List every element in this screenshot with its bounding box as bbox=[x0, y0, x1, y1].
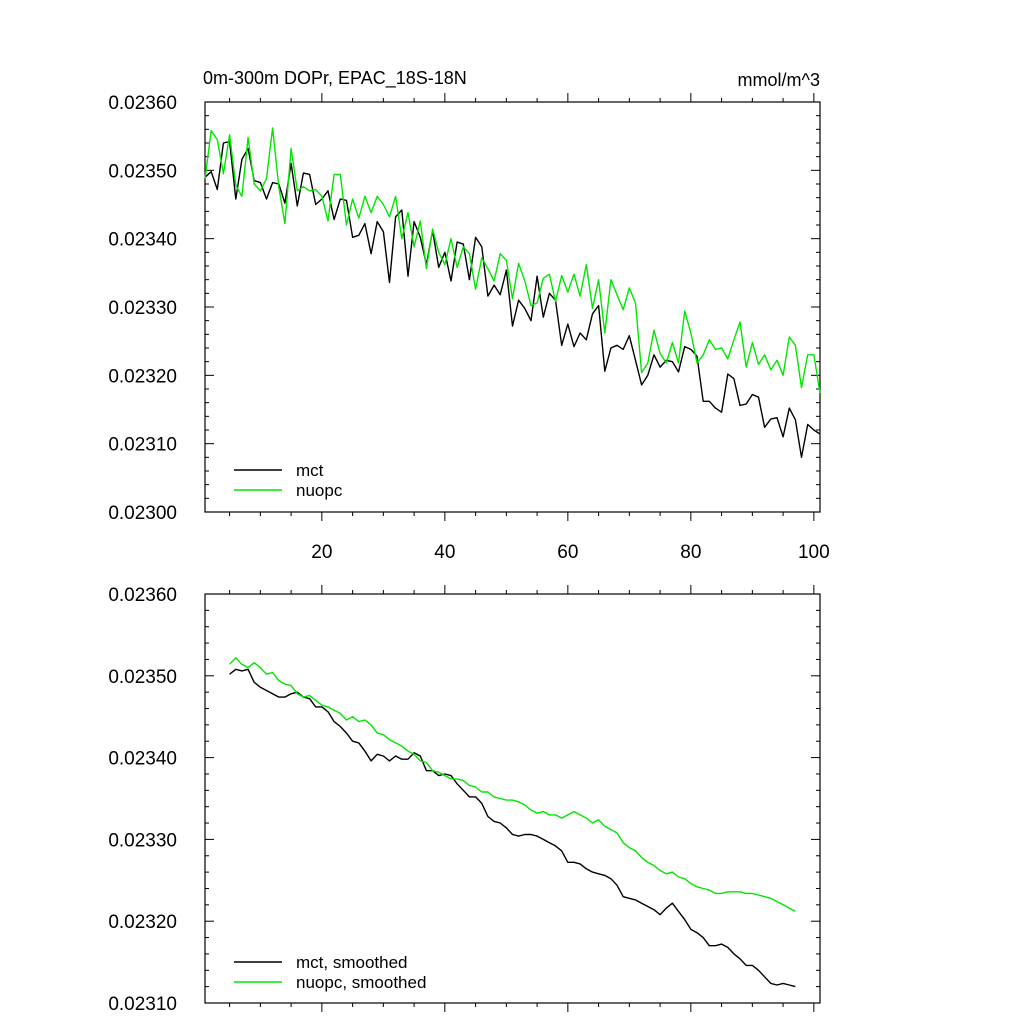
bottom-panel: 0.02310 0.02320 0.02330 0.02340 0.02350 0.023… bbox=[108, 585, 821, 1015]
top-ytick-label: 0.02330 bbox=[108, 298, 177, 319]
top-ytick-label: 0.02350 bbox=[108, 161, 177, 182]
top-series-line-mct bbox=[204, 140, 821, 458]
top-xtick-label: 40 bbox=[434, 542, 455, 563]
bottom-axes: 0.02310 0.02320 0.02330 0.02340 0.02350 0.023… bbox=[108, 585, 821, 1015]
top-xtick-label: 80 bbox=[680, 542, 701, 563]
bottom-plot-frame bbox=[204, 593, 821, 1004]
top-xtick-label: 100 bbox=[798, 542, 830, 563]
top-xtick-label: 60 bbox=[557, 542, 578, 563]
bottom-legend: mct, smoothed nuopc, smoothed bbox=[234, 953, 426, 992]
bottom-ytick-label: 0.02330 bbox=[108, 830, 177, 851]
top-ytick-label: 0.02340 bbox=[108, 230, 177, 251]
top-ytick-label: 0.02310 bbox=[108, 435, 177, 456]
top-legend: mct nuopc bbox=[234, 461, 343, 500]
bottom-series-group bbox=[229, 657, 796, 988]
bottom-ytick-label: 0.02310 bbox=[108, 994, 177, 1015]
top-ytick-label: 0.02360 bbox=[108, 93, 177, 114]
top-plot-frame bbox=[204, 101, 821, 513]
top-ytick-label: 0.02320 bbox=[108, 366, 177, 387]
bottom-series-line-mct-smoothed bbox=[229, 668, 796, 988]
legend-label-mct: mct bbox=[296, 461, 324, 480]
legend-label-mct-smoothed: mct, smoothed bbox=[296, 953, 408, 972]
bottom-ytick-label: 0.02360 bbox=[108, 585, 177, 606]
top-chart-units: mmol/m^3 bbox=[738, 70, 820, 90]
top-ytick-label: 0.02300 bbox=[108, 503, 177, 524]
bottom-ytick-label: 0.02350 bbox=[108, 667, 177, 688]
bottom-series-line-nuopc-smoothed bbox=[229, 657, 796, 913]
bottom-ytick-label: 0.02340 bbox=[108, 749, 177, 770]
legend-label-nuopc-smoothed: nuopc, smoothed bbox=[296, 973, 426, 992]
top-chart-title: 0m-300m DOPr, EPAC_18S-18N bbox=[203, 68, 467, 89]
top-xtick-label: 20 bbox=[311, 542, 332, 563]
top-axes: 0.02300 0.02310 0.02320 0.02330 0.02340 0.023… bbox=[108, 93, 830, 563]
top-series-line-nuopc bbox=[204, 127, 821, 394]
top-series-group bbox=[204, 127, 821, 458]
legend-label-nuopc: nuopc bbox=[296, 481, 343, 500]
top-panel: 0m-300m DOPr, EPAC_18S-18N mmol/m^3 0.02… bbox=[108, 68, 829, 563]
bottom-ytick-label: 0.02320 bbox=[108, 912, 177, 933]
